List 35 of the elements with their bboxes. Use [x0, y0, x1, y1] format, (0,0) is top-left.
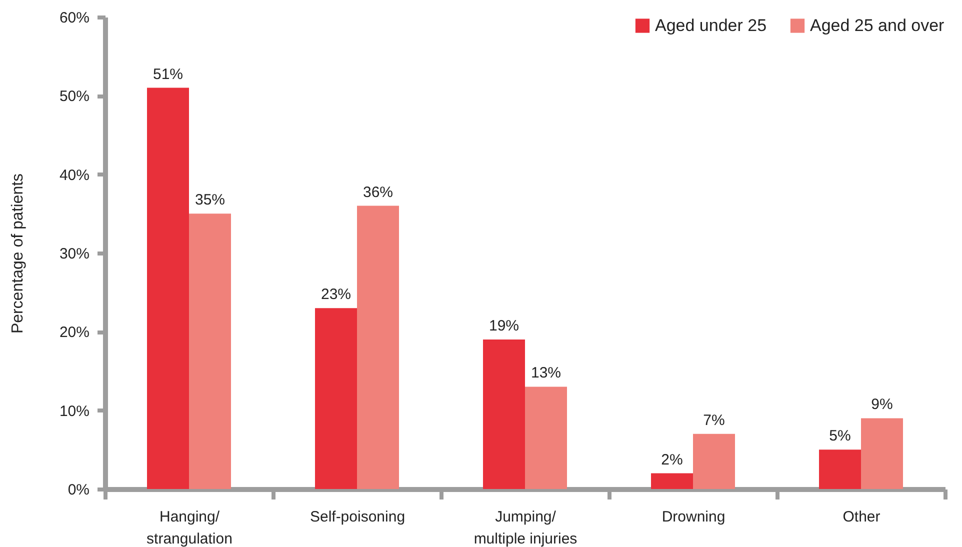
data-label: 51% [152, 66, 184, 83]
x-tick-label: Drowning [662, 508, 726, 526]
bar [147, 88, 189, 489]
data-label: 7% [703, 412, 725, 429]
data-label: 13% [530, 364, 562, 382]
data-label: 2% [661, 451, 683, 468]
bar [651, 473, 693, 489]
y-tick-label: 50% [59, 88, 90, 106]
bar [189, 214, 231, 489]
data-label: 36% [362, 184, 394, 201]
y-tick-label: 40% [59, 166, 90, 184]
data-label: 19% [488, 318, 520, 335]
bar [483, 340, 525, 489]
data-label: 35% [194, 192, 226, 209]
x-tick-label: Jumping/ multiple injuries [474, 508, 578, 547]
x-tick-label: Other [842, 508, 880, 526]
bar [525, 386, 567, 489]
data-label: 9% [871, 396, 893, 414]
legend-label: Aged 25 and over [810, 16, 945, 35]
y-tick-label: 20% [59, 324, 90, 342]
data-label: 23% [320, 286, 352, 304]
bar [693, 434, 735, 489]
x-tick-label: Self-poisoning [310, 508, 406, 526]
legend-label: Aged under 25 [655, 16, 767, 35]
bar [861, 418, 903, 489]
x-tick-label: Hanging/ strangulation [146, 508, 232, 547]
bar [357, 206, 399, 489]
y-tick-label: 10% [59, 402, 90, 420]
bar [315, 308, 357, 489]
y-axis-title: Percentage of patients [9, 173, 26, 334]
y-tick-label: 0% [68, 482, 90, 498]
y-tick-label: 60% [59, 10, 90, 26]
bar [819, 450, 861, 489]
data-label: 5% [829, 428, 851, 445]
y-tick-label: 30% [59, 246, 90, 262]
